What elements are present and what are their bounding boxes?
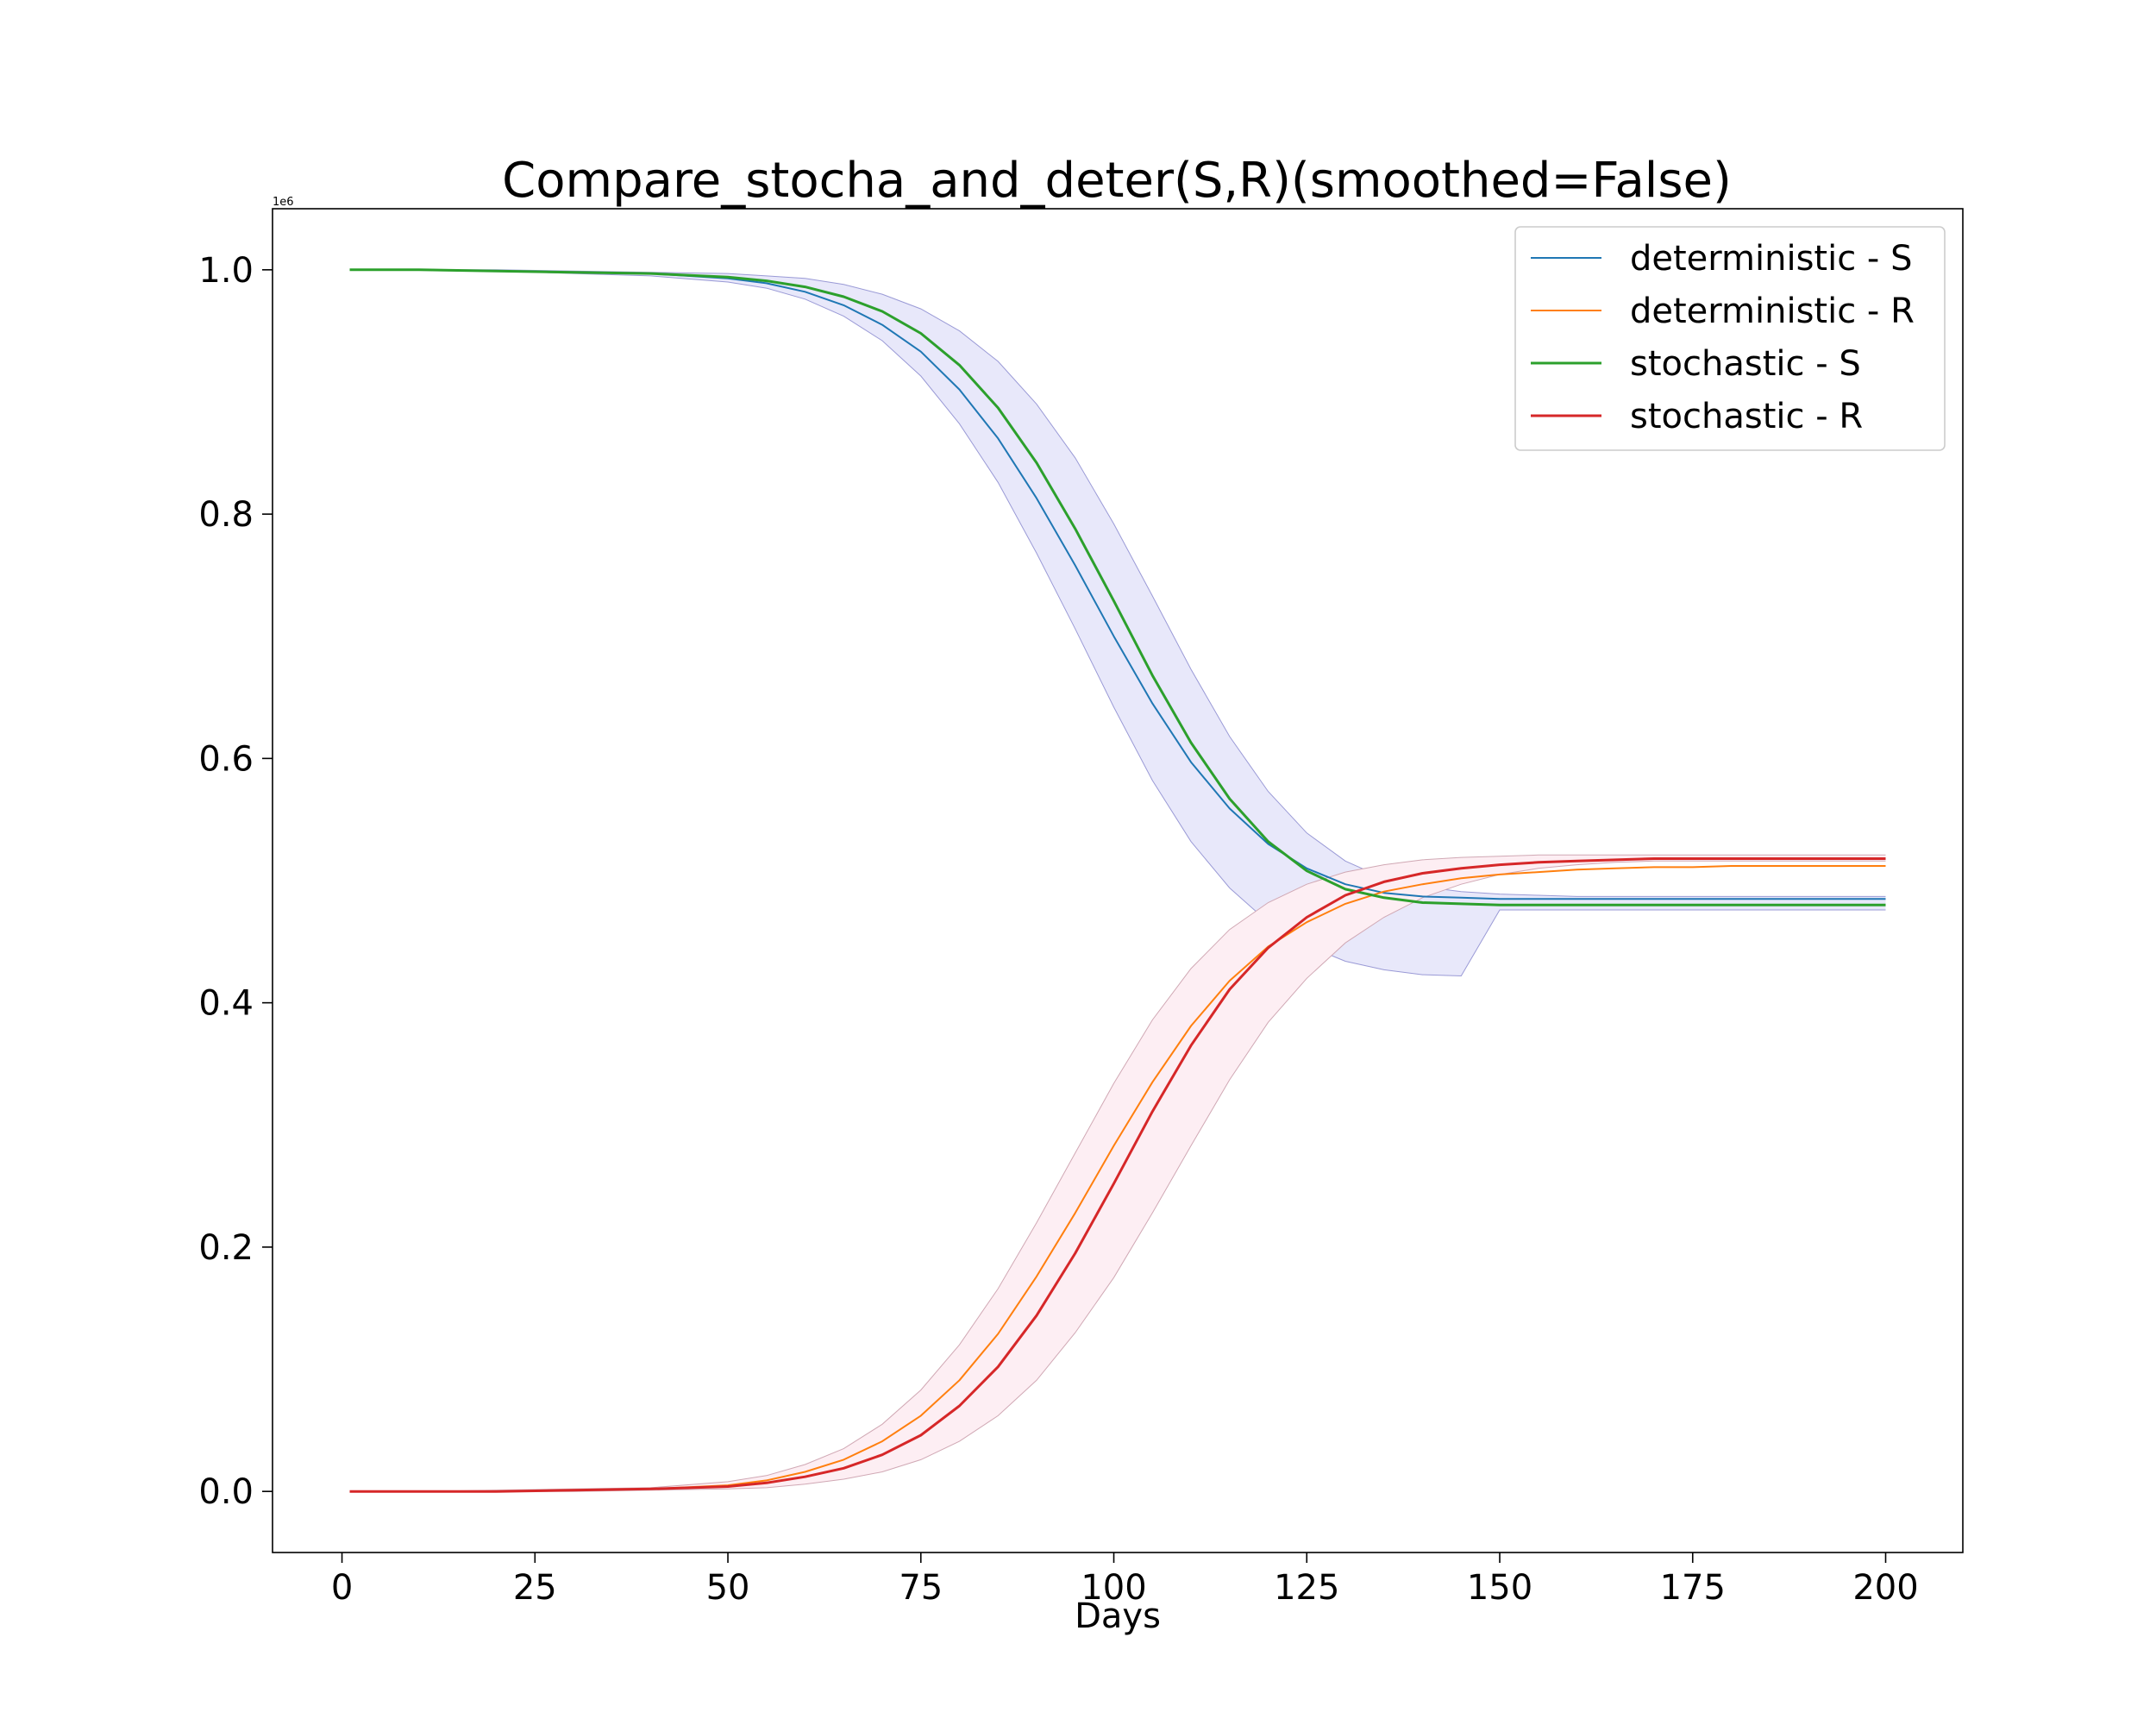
plot-frame: [272, 208, 1964, 1553]
band-upper-edge-0: [349, 269, 1886, 897]
band-lower-edge-0: [349, 269, 1886, 977]
y-axis-ticks: 0.0 0.2 0.4 0.6 0.8 1.0: [198, 251, 273, 1512]
legend-label-2: stochastic - S: [1630, 344, 1861, 384]
y-tick-label: 0.0: [198, 1472, 254, 1512]
legend-box: [1514, 226, 1946, 451]
confidence-bands: [349, 269, 1886, 1492]
x-axis-ticks: 0 25 50 75 100 125 150 175 200: [331, 1552, 1919, 1608]
y-tick-label: 0.6: [198, 739, 254, 779]
series-line-2: [349, 268, 1886, 906]
x-tick-label: 125: [1274, 1568, 1339, 1608]
x-tick-label: 150: [1467, 1568, 1532, 1608]
x-tick-label: 25: [513, 1568, 557, 1608]
y-tick-label: 0.8: [198, 495, 254, 535]
legend: deterministic - S deterministic - R stocha…: [1514, 226, 1946, 451]
chart-title: Compare_stocha_and_deter(S,R)(smoothed=F…: [502, 153, 1732, 209]
x-tick-label: 100: [1081, 1568, 1146, 1608]
band-fill-1: [349, 855, 1886, 1492]
y-tick-label: 1.0: [198, 251, 254, 291]
x-tick-label: 75: [899, 1568, 943, 1608]
x-tick-label: 200: [1852, 1568, 1918, 1608]
band-upper-edge-1: [349, 854, 1886, 1492]
series-line-3: [349, 857, 1886, 1493]
legend-label-0: deterministic - S: [1630, 239, 1912, 279]
y-axis-offset-label: 1e6: [273, 196, 294, 209]
x-axis-label: Days: [1075, 1596, 1161, 1636]
x-tick-label: 0: [331, 1568, 353, 1608]
y-tick-label: 0.2: [198, 1228, 254, 1268]
series-lines: [349, 268, 1886, 1493]
band-fill-0: [349, 269, 1886, 976]
band-lower-edge-1: [349, 860, 1886, 1492]
y-tick-label: 0.4: [198, 984, 254, 1024]
x-tick-label: 50: [706, 1568, 750, 1608]
series-line-1: [349, 865, 1886, 1493]
series-line-0: [349, 268, 1886, 900]
legend-label-1: deterministic - R: [1630, 292, 1915, 331]
legend-label-3: stochastic - R: [1630, 397, 1863, 436]
x-tick-label: 175: [1660, 1568, 1726, 1608]
